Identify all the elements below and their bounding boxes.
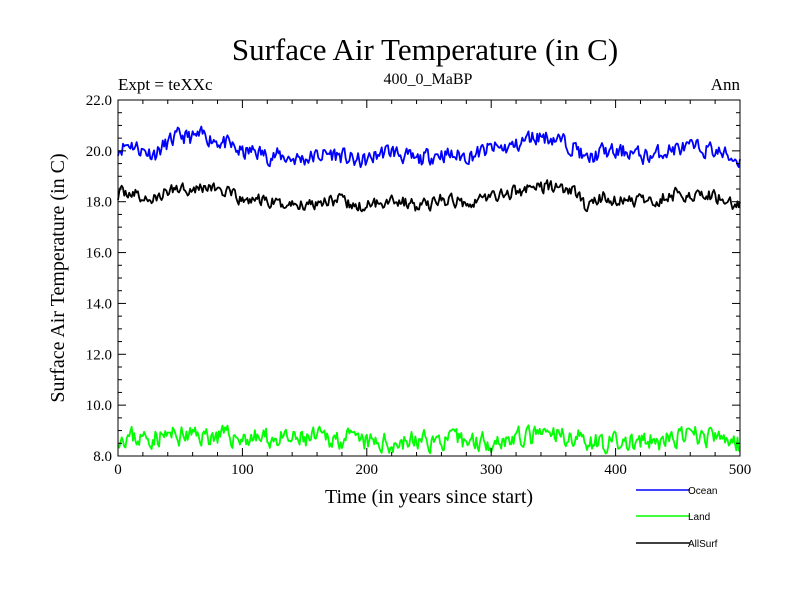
y-tick-label: 16.0 — [86, 246, 112, 262]
legend-label-ocean: Ocean — [688, 486, 717, 497]
x-tick-label: 200 — [356, 462, 379, 478]
x-tick-label: 0 — [114, 462, 122, 478]
expt-label: Expt = teXXc — [118, 75, 213, 94]
axes-layer: 0 100 200 300 400 500 8.0 10.0 12.0 14.0 16.0 18.0 2… — [86, 93, 752, 478]
series-line-allsurf — [117, 179, 741, 213]
y-tick-label: 20.0 — [86, 144, 112, 160]
x-tick-label: 500 — [729, 462, 752, 478]
series-line-ocean — [117, 125, 741, 169]
x-tick-label: 300 — [480, 462, 503, 478]
y-tick-label: 22.0 — [86, 93, 112, 109]
y-axis-label: Surface Air Temperature (in C) — [47, 153, 69, 402]
chart-subtitle: 400_0_MaBP — [384, 71, 473, 88]
series-layer — [117, 125, 741, 455]
y-tick-label: 8.0 — [93, 449, 112, 465]
y-tick-label: 18.0 — [86, 195, 112, 211]
x-tick-label: 400 — [604, 462, 627, 478]
x-tick-label: 100 — [231, 462, 254, 478]
legend: Ocean Land AllSurf — [636, 486, 718, 550]
y-tick-label: 14.0 — [86, 296, 112, 312]
legend-label-land: Land — [688, 512, 710, 523]
x-axis-label: Time (in years since start) — [325, 486, 533, 508]
chart-title: Surface Air Temperature (in C) — [232, 32, 618, 67]
legend-label-allsurf: AllSurf — [688, 539, 718, 550]
season-label: Ann — [711, 75, 741, 94]
y-tick-label: 10.0 — [86, 398, 112, 414]
series-line-land — [117, 424, 741, 455]
y-tick-label: 12.0 — [86, 347, 112, 363]
